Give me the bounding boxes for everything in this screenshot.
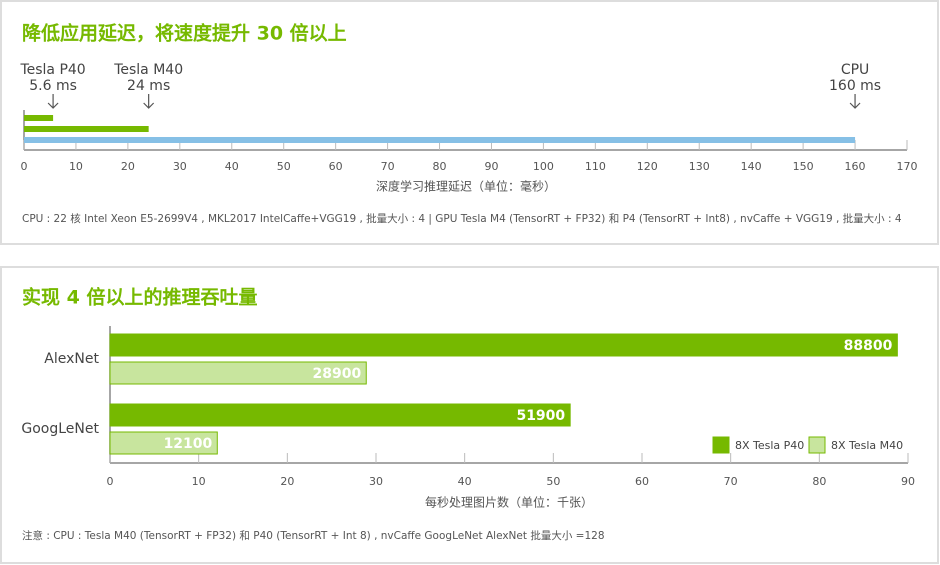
x-axis-label: 深度学习推理延迟（单位：毫秒） [376,179,556,194]
legend-label: 8X Tesla M40 [831,439,903,452]
bar [24,115,54,121]
x-tick-label: 110 [585,160,606,173]
bar [109,403,571,427]
x-tick-label: 0 [107,475,114,488]
x-tick-label: 20 [280,475,294,488]
value-label: 160 ms [829,78,881,94]
x-tick-label: 100 [533,160,554,173]
x-tick-label: 120 [637,160,658,173]
x-tick-label: 40 [225,160,239,173]
arrow [143,94,155,109]
x-tick-label: 140 [741,160,762,173]
x-tick-label: 90 [901,475,915,488]
annotation-label: CPU [841,62,869,78]
value-label: 51900 [516,408,565,424]
x-tick-label: 70 [381,160,395,173]
value-label: 5.6 ms [29,78,77,94]
x-tick-label: 60 [635,475,649,488]
x-tick-label: 130 [689,160,710,173]
arrow [47,94,59,109]
bar [24,126,149,132]
category-label: GoogLeNet [21,421,99,437]
arrow [849,94,861,109]
x-tick-label: 50 [277,160,291,173]
bar [24,137,856,143]
value-label: 88800 [844,338,893,354]
x-tick-label: 10 [69,160,83,173]
x-tick-label: 40 [458,475,472,488]
annotation-label: Tesla M40 [113,62,183,78]
x-tick-label: 20 [121,160,135,173]
x-tick-label: 150 [793,160,814,173]
x-tick-label: 80 [812,475,826,488]
panel [0,0,939,245]
x-tick-label: 30 [173,160,187,173]
footnote: CPU : 22 核 Intel Xeon E5-2699V4 , MKL201… [22,212,902,225]
x-tick-label: 0 [21,160,28,173]
value-label: 12100 [164,436,213,452]
annotation-label: Tesla P40 [19,62,85,78]
footnote: 注意 : CPU : Tesla M40 (TensorRT + FP32) 和… [22,529,605,542]
chart-title: 实现 4 倍以上的推理吞吐量 [22,286,257,309]
chart-title: 降低应用延迟，将速度提升 30 倍以上 [22,22,347,45]
x-tick-label: 50 [546,475,560,488]
x-axis-label: 每秒处理图片数（单位：千张） [425,495,593,510]
value-label: 28900 [313,366,362,382]
x-tick-label: 80 [433,160,447,173]
bar [109,333,898,357]
legend-swatch [808,436,826,454]
value-label: 24 ms [127,78,170,94]
x-tick-label: 70 [724,475,738,488]
x-tick-label: 30 [369,475,383,488]
legend-label: 8X Tesla P40 [735,439,804,452]
bar [109,361,367,385]
bar [109,431,218,455]
category-label: AlexNet [44,351,99,367]
x-tick-label: 170 [897,160,918,173]
x-tick-label: 90 [484,160,498,173]
legend-swatch [712,436,730,454]
x-tick-label: 160 [845,160,866,173]
x-tick-label: 10 [192,475,206,488]
x-tick-label: 60 [329,160,343,173]
